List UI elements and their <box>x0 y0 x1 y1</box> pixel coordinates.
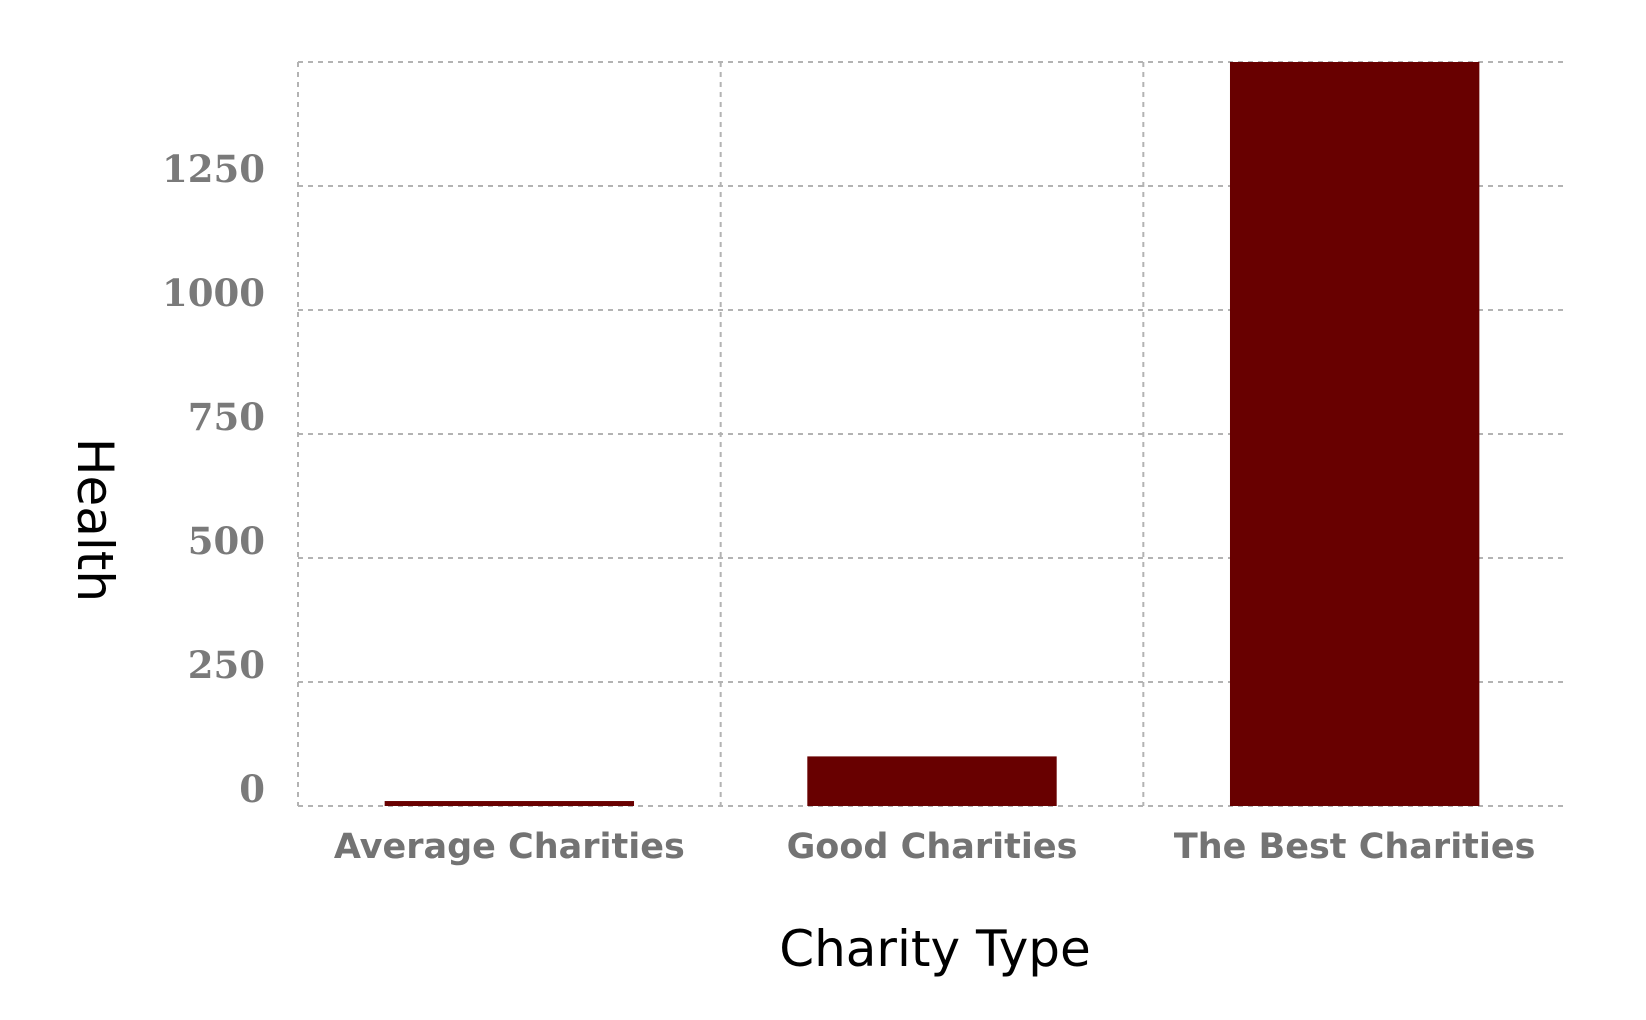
y-axis-title: Health <box>66 438 124 602</box>
x-axis-title: Charity Type <box>779 920 1091 978</box>
y-tick-label: 1250 <box>162 147 265 191</box>
y-tick-label: 250 <box>188 643 265 687</box>
x-tick-label: Good Charities <box>787 827 1078 867</box>
x-tick-label: Average Charities <box>334 827 685 867</box>
y-tick-label: 1000 <box>162 271 265 315</box>
grid-layer <box>297 61 1566 807</box>
y-tick-label: 500 <box>188 519 265 563</box>
bar-the-best-charities <box>1229 62 1480 806</box>
x-tick-label: The Best Charities <box>1174 827 1536 867</box>
y-tick-label: 750 <box>188 395 265 439</box>
y-tick-label: 0 <box>239 767 265 811</box>
x-axis-ticks: Average Charities Good Charities The Best … <box>334 827 1536 867</box>
bars-layer <box>384 62 1480 806</box>
bar-good-charities <box>807 756 1057 806</box>
bar-average-charities <box>384 801 635 806</box>
y-axis-ticks: 0 250 500 750 1000 1250 <box>162 147 265 811</box>
